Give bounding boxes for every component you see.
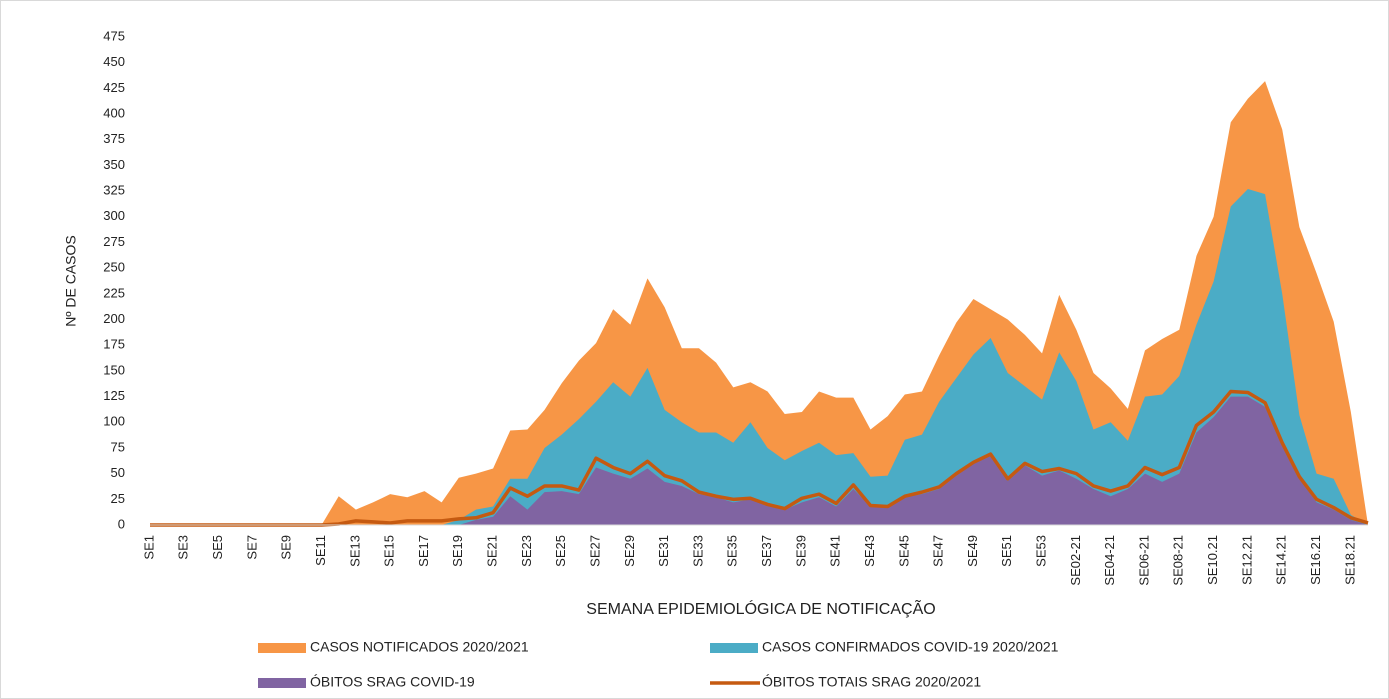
y-tick-label: 325	[103, 183, 125, 198]
y-tick-label: 300	[103, 208, 125, 223]
x-tick-label: SE11	[313, 535, 328, 566]
y-tick-label: 175	[103, 337, 125, 352]
legend-swatch	[710, 643, 758, 653]
x-tick-label: SE25	[553, 535, 568, 567]
x-tick-label: SE06-21	[1136, 535, 1151, 586]
x-tick-label: SE17	[416, 535, 431, 567]
legend-label: ÓBITOS SRAG COVID-19	[310, 674, 475, 690]
y-tick-label: 425	[103, 80, 125, 95]
y-tick-label: 25	[111, 491, 125, 506]
x-tick-label: SE15	[382, 535, 397, 567]
y-tick-label: 350	[103, 157, 125, 172]
x-tick-label: SE04-21	[1102, 535, 1117, 586]
legend-label: CASOS CONFIRMADOS COVID-19 2020/2021	[762, 639, 1059, 655]
x-tick-label: SE37	[759, 535, 774, 567]
x-tick-label: SE39	[793, 535, 808, 567]
x-tick-label: SE16.21	[1308, 535, 1323, 585]
area	[150, 189, 1368, 525]
x-tick-label: SE43	[862, 535, 877, 567]
y-tick-label: 275	[103, 234, 125, 249]
y-tick-label: 250	[103, 260, 125, 275]
x-tick-label: SE47	[931, 535, 946, 567]
legend-label: CASOS NOTIFICADOS 2020/2021	[310, 639, 529, 655]
y-tick-label: 100	[103, 414, 125, 429]
y-tick-label: 200	[103, 311, 125, 326]
line	[150, 389, 1369, 527]
y-tick-label: 50	[111, 465, 125, 480]
x-tick-label: SE27	[587, 535, 602, 567]
x-tick-label: SE3	[176, 535, 191, 560]
x-tick-label: SE7	[244, 535, 259, 560]
x-tick-label: SE45	[896, 535, 911, 567]
x-tick-label: SE49	[965, 535, 980, 567]
x-tick-label: SE35	[725, 535, 740, 567]
y-tick-label: 125	[103, 388, 125, 403]
y-tick-label: 75	[111, 439, 125, 454]
x-tick-label: SE08-21	[1171, 535, 1186, 586]
x-tick-label: SE02-21	[1068, 535, 1083, 586]
x-tick-label: SE41	[828, 535, 843, 567]
x-tick-label: SE21	[485, 535, 500, 567]
legend-label: ÓBITOS TOTAIS SRAG 2020/2021	[762, 674, 981, 690]
x-tick-label: SE18.21	[1342, 535, 1357, 585]
x-tick-label: SE13	[347, 535, 362, 567]
x-tick-label: SE5	[210, 535, 225, 560]
y-tick-label: 400	[103, 105, 125, 120]
x-tick-label: SE51	[999, 535, 1014, 567]
x-tick-label: SE9	[279, 535, 294, 560]
x-tick-label: SE33	[690, 535, 705, 567]
x-tick-label: SE1	[141, 535, 156, 560]
x-tick-label: SE19	[450, 535, 465, 567]
y-tick-label: 450	[103, 54, 125, 69]
y-axis-label: Nº DE CASOS	[63, 235, 79, 326]
x-tick-label: SE29	[622, 535, 637, 567]
x-tick-label: SE12.21	[1239, 535, 1254, 585]
x-tick-label: SE10.21	[1205, 535, 1220, 585]
y-tick-label: 0	[118, 516, 125, 531]
x-tick-label: SE14.21	[1274, 535, 1289, 585]
area	[150, 396, 1368, 525]
y-tick-label: 375	[103, 131, 125, 146]
legend-swatch	[258, 643, 306, 653]
x-axis-label: SEMANA EPIDEMIOLÓGICA DE NOTIFICAÇÃO	[586, 598, 935, 618]
x-tick-label: SE53	[1033, 535, 1048, 567]
y-tick-label: 475	[103, 28, 125, 43]
y-tick-label: 150	[103, 362, 125, 377]
legend-swatch	[258, 678, 306, 688]
x-tick-label: SE31	[656, 535, 671, 567]
x-tick-label: SE23	[519, 535, 534, 567]
y-tick-label: 225	[103, 285, 125, 300]
